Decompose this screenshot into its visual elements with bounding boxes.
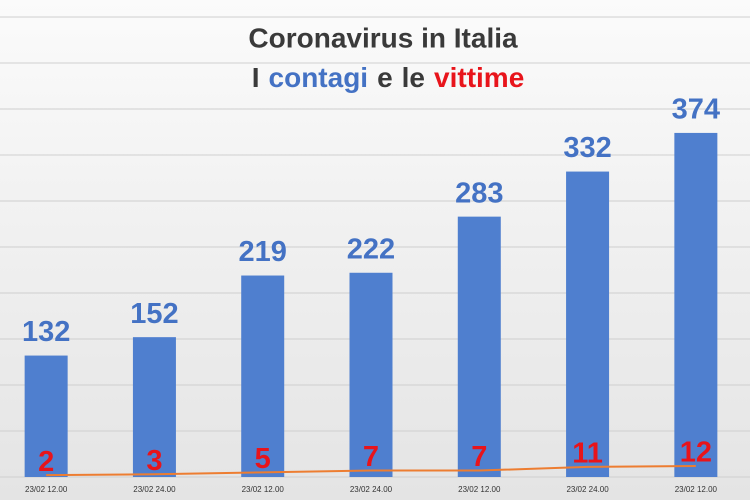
bar <box>674 132 718 478</box>
chart-title: Coronavirus in Italia <box>248 22 518 53</box>
bar <box>457 216 501 477</box>
bar <box>241 275 285 477</box>
line-value-label: 7 <box>471 441 487 473</box>
bar <box>24 355 68 477</box>
line-value-label: 5 <box>255 443 271 475</box>
line-value-label: 2 <box>38 446 54 478</box>
bar <box>132 337 176 477</box>
bar-value-label: 374 <box>672 94 720 126</box>
x-tick-label: 23/02 12.00 <box>242 485 285 494</box>
line-value-label: 7 <box>363 441 379 473</box>
x-tick-label: 23/02 12.00 <box>25 485 68 494</box>
line <box>46 464 696 477</box>
subtitle-word: I <box>252 62 260 93</box>
line-value-label: 12 <box>680 437 712 469</box>
bar <box>566 171 610 477</box>
x-tick-label: 23/02 24.00 <box>350 485 393 494</box>
x-tick-label: 23/02 24.00 <box>133 485 176 494</box>
x-tick-label: 23/02 12.00 <box>458 485 501 494</box>
bar-value-label: 152 <box>130 298 178 330</box>
x-tick-label: 23/02 12.00 <box>675 485 718 494</box>
subtitle-word: e <box>377 62 393 93</box>
line-value-label: 3 <box>146 445 162 477</box>
subtitle-word: le <box>402 62 425 93</box>
x-tick-label: 23/02 24.00 <box>566 485 609 494</box>
bar-value-label: 222 <box>347 233 395 265</box>
bar-value-label: 283 <box>455 177 503 209</box>
bar-value-label: 332 <box>563 132 611 164</box>
subtitle-word: contagi <box>269 62 369 93</box>
bar-value-label: 132 <box>22 316 70 348</box>
line-value-label: 11 <box>572 438 603 470</box>
bar-value-label: 219 <box>239 236 287 268</box>
subtitle-word: vittime <box>434 62 524 93</box>
bar <box>349 272 393 477</box>
